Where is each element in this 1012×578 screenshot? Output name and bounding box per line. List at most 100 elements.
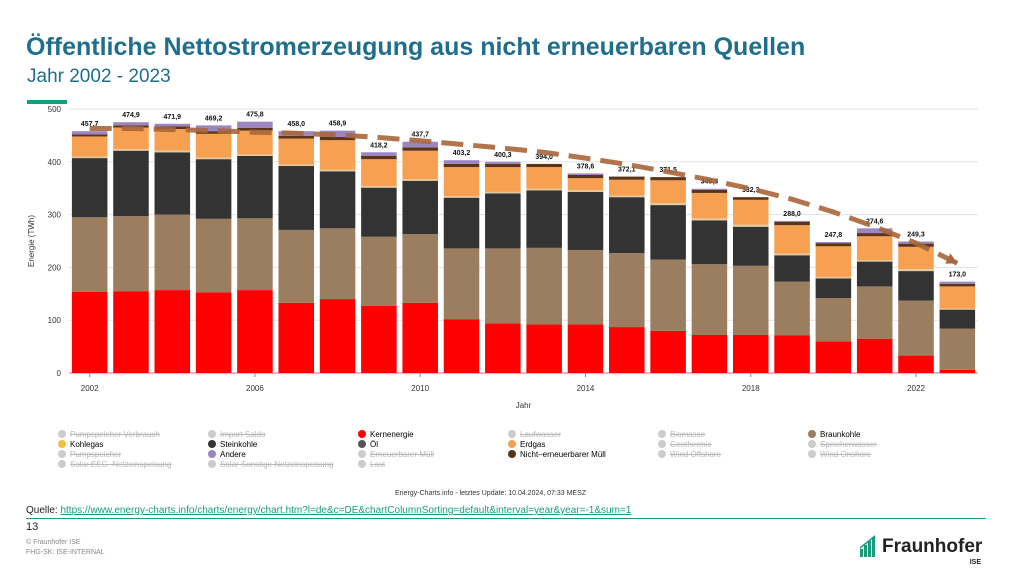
source-link[interactable]: https://www.energy-charts.info/charts/en… — [60, 505, 632, 516]
legend-item[interactable]: Solar Sonstige Netzeinspeisung — [208, 460, 333, 469]
bar-segment — [609, 195, 645, 198]
legend-dot-icon — [208, 450, 216, 458]
accent-bar — [27, 100, 67, 104]
fraunhofer-logo: Fraunhofer ISE — [860, 535, 985, 570]
legend-item[interactable]: Import Saldo — [208, 430, 265, 439]
bar-total-label: 173,0 — [949, 272, 967, 279]
bar-segment — [485, 161, 521, 164]
bar-total-label: 403,2 — [453, 150, 471, 157]
bar-segment — [443, 197, 480, 249]
legend-label: Wind Onshore — [820, 450, 872, 459]
y-tick-label: 200 — [48, 263, 62, 272]
legend-item[interactable]: Andere — [208, 450, 246, 459]
bar-total-label: 372,1 — [618, 167, 636, 174]
legend-item[interactable]: Wind Onshore — [808, 450, 871, 459]
bar-segment — [691, 189, 728, 193]
bar-segment — [443, 248, 480, 320]
bar-segment — [774, 335, 810, 373]
legend-item[interactable]: Erdgas — [508, 440, 545, 449]
bar-segment — [237, 218, 273, 291]
legend-item[interactable]: Nicht–erneuerbarer Müll — [508, 450, 606, 459]
bar-segment — [319, 130, 356, 137]
bar-segment — [443, 319, 480, 373]
x-tick-label: 2022 — [907, 384, 925, 393]
legend-item[interactable]: Pumpspeicher — [58, 450, 121, 459]
legend-item[interactable]: Kohlegas — [58, 440, 103, 449]
legend-item[interactable]: Öl — [358, 440, 378, 449]
bar-segment — [732, 334, 769, 373]
bar-total-label: 288,0 — [783, 211, 801, 218]
bar-segment — [567, 191, 604, 250]
legend-dot-icon — [808, 430, 816, 438]
copyright-line-2: FHG-SK: ISE-INTERNAL — [26, 549, 105, 556]
bar-segment — [319, 169, 356, 172]
legend-item[interactable]: Speicherwasser — [808, 440, 877, 449]
bar-segment — [319, 136, 356, 141]
legend-label: Steinkohle — [220, 440, 258, 449]
x-tick-label: 2014 — [577, 384, 595, 393]
bar-segment — [485, 248, 521, 324]
bar-segment — [71, 134, 108, 137]
bar-segment — [485, 167, 521, 192]
bar-segment — [195, 157, 232, 160]
bar-segment — [650, 330, 686, 373]
bar-segment — [856, 261, 893, 287]
legend-label: Erneuerbarer Müll — [370, 450, 435, 459]
legend-label: Pumpspeicher Verbrauch — [70, 430, 160, 439]
legend-item[interactable]: Erneuerbarer Müll — [358, 450, 434, 459]
y-tick-label: 400 — [48, 158, 62, 167]
bar-segment — [691, 188, 728, 190]
bar-segment — [71, 131, 108, 135]
bar-segment — [732, 197, 769, 200]
legend-item[interactable]: Solar EEG–Netzeinspeisung — [58, 460, 171, 469]
bar-total-label: 247,8 — [825, 232, 843, 239]
legend-dot-icon — [508, 450, 516, 458]
legend-item[interactable]: Biomasse — [658, 430, 705, 439]
legend-item[interactable]: Last — [358, 460, 385, 469]
bar-segment — [774, 225, 810, 254]
legend-dot-icon — [358, 450, 366, 458]
legend-dot-icon — [808, 440, 816, 448]
legend-item[interactable]: Braunkohle — [808, 430, 860, 439]
bar-segment — [485, 193, 521, 249]
legend-item[interactable]: Kernenergie — [358, 430, 414, 439]
legend-dot-icon — [58, 440, 66, 448]
bar-segment — [691, 220, 728, 265]
bar-segment — [278, 166, 315, 230]
legend-item[interactable]: Wind Offshore — [658, 450, 721, 459]
chart-legend: Pumpspeicher Verbrauch Import Saldo Kernen… — [58, 430, 958, 475]
bar-segment — [691, 264, 728, 335]
bar-segment — [567, 324, 604, 373]
bar-segment — [361, 186, 397, 188]
bar-segment — [113, 149, 149, 151]
bar-segment — [71, 136, 108, 157]
bar-segment — [526, 190, 562, 248]
legend-item[interactable]: Laufwasser — [508, 430, 561, 439]
fraunhofer-logo-mark-icon — [860, 535, 875, 557]
legend-label: Geothermie — [670, 440, 712, 449]
legend-label: Öl — [370, 440, 378, 449]
bar-segment — [443, 163, 480, 168]
bar-segment — [774, 253, 810, 256]
bar-segment — [898, 246, 934, 269]
bar-segment — [650, 180, 686, 203]
legend-item[interactable]: Steinkohle — [208, 440, 257, 449]
bar-segment — [732, 199, 769, 225]
legend-label: Laufwasser — [520, 430, 561, 439]
bar-total-label: 274,6 — [866, 218, 884, 225]
x-axis-label: Jahr — [516, 401, 532, 410]
bar-segment — [195, 218, 232, 293]
bar-segment — [361, 155, 397, 160]
bar-segment — [526, 247, 562, 325]
bar-segment — [154, 150, 191, 153]
legend-item[interactable]: Geothermie — [658, 440, 712, 449]
bar-total-label: 437,7 — [411, 132, 429, 139]
bar-segment — [195, 133, 232, 158]
bar-total-label: 457,7 — [81, 121, 99, 128]
bar-segment — [402, 150, 438, 180]
legend-label: Biomasse — [670, 430, 706, 439]
bar-segment — [71, 291, 108, 373]
bar-segment — [815, 298, 852, 342]
legend-item[interactable]: Pumpspeicher Verbrauch — [58, 430, 160, 439]
legend-dot-icon — [658, 440, 666, 448]
